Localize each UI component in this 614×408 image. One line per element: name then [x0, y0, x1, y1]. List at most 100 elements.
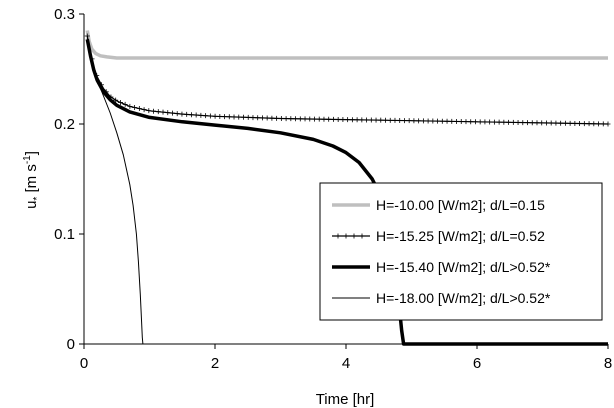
series-point	[335, 116, 341, 122]
legend-label: H=-15.40 [W/m2]; d/L>0.52*	[376, 259, 551, 275]
series-point	[255, 115, 261, 121]
series-point	[406, 118, 412, 124]
series-point	[430, 118, 436, 124]
series-point	[302, 116, 308, 122]
legend-item: H=-18.00 [W/m2]; d/L>0.52*	[332, 290, 551, 306]
series-point	[572, 120, 578, 126]
y-axis-label-suffix: ]	[23, 151, 40, 155]
series-point	[245, 114, 251, 120]
series-line	[86, 38, 144, 345]
axis-labels: Time [hr] u* [m s-1]	[22, 151, 374, 408]
series-point	[468, 119, 474, 125]
series-point	[146, 108, 152, 114]
series-point	[506, 119, 512, 125]
series-point	[387, 117, 393, 123]
y-tick-label: 0	[67, 336, 75, 353]
series-point	[525, 120, 531, 126]
series-point	[591, 121, 597, 127]
legend-item: H=-15.25 [W/m2]; d/L=0.52	[332, 228, 545, 244]
series-point	[151, 108, 157, 114]
series-point	[198, 112, 204, 118]
series-point	[444, 118, 450, 124]
series-point	[174, 111, 180, 117]
series-point	[203, 113, 209, 119]
legend-label: H=-15.25 [W/m2]; d/L=0.52	[376, 228, 545, 244]
y-axis-label-unit: [m s	[23, 164, 40, 197]
series-point	[274, 115, 280, 121]
series-point	[240, 114, 246, 120]
series-point	[236, 114, 242, 120]
series-point	[496, 119, 502, 125]
series-point	[534, 120, 540, 126]
series-point	[326, 116, 332, 122]
series-point	[425, 118, 431, 124]
series-point	[539, 120, 545, 126]
legend-label: H=-10.00 [W/m2]; d/L=0.15	[376, 197, 545, 213]
legend-marker	[343, 233, 349, 239]
series-point	[349, 117, 355, 123]
series-point	[477, 119, 483, 125]
series-point	[155, 109, 161, 115]
series-point	[169, 110, 175, 116]
series-point	[345, 117, 351, 123]
series-point	[222, 114, 228, 120]
series-point	[553, 120, 559, 126]
y-axis-label-subscript: *	[32, 197, 43, 201]
series-point	[165, 110, 171, 116]
series-point	[217, 113, 223, 119]
x-tick-label: 2	[211, 355, 219, 372]
series-point	[454, 118, 460, 124]
series-point	[383, 117, 389, 123]
series-layer	[84, 30, 611, 346]
series-point	[84, 33, 90, 39]
series-point	[188, 112, 194, 118]
axes: 0 0.1 0.2 0.3 0 2 4 6 8	[54, 6, 612, 372]
series-point	[278, 116, 284, 122]
series-point	[259, 115, 265, 121]
legend-item: H=-10.00 [W/m2]; d/L=0.15	[332, 197, 545, 213]
series-point	[439, 118, 445, 124]
series-point	[472, 119, 478, 125]
x-tick-label: 6	[473, 355, 481, 372]
y-tick-label: 0.3	[54, 6, 75, 23]
series-point	[577, 121, 583, 127]
series-point	[127, 103, 133, 109]
series-point	[501, 119, 507, 125]
series-point	[458, 119, 464, 125]
series-point	[354, 117, 360, 123]
series-point	[515, 119, 521, 125]
series-point	[136, 106, 142, 112]
series-point	[132, 104, 138, 110]
series-point	[605, 121, 611, 127]
series-point	[193, 112, 199, 118]
series-point	[283, 116, 289, 122]
series-point	[548, 120, 554, 126]
series-point	[184, 111, 190, 117]
series-point	[373, 117, 379, 123]
x-tick-label: 0	[80, 355, 88, 372]
series-point	[482, 119, 488, 125]
series-point	[449, 118, 455, 124]
series-point	[288, 116, 294, 122]
y-axis-label-exponent: -1	[22, 155, 33, 164]
series-point	[316, 116, 322, 122]
x-tick-label: 8	[604, 355, 612, 372]
series-point	[307, 116, 313, 122]
series-line	[85, 30, 608, 60]
series-point	[321, 116, 327, 122]
series-point	[340, 117, 346, 123]
series-point	[364, 117, 370, 123]
series-point	[231, 114, 237, 120]
series-point	[558, 120, 564, 126]
series-point	[543, 120, 549, 126]
series-point	[297, 116, 303, 122]
legend-marker	[351, 233, 357, 239]
series-point	[250, 115, 256, 121]
series-point	[401, 118, 407, 124]
series-point	[411, 118, 417, 124]
series-point	[510, 119, 516, 125]
series-1	[85, 30, 608, 60]
series-line	[85, 38, 608, 346]
series-point	[435, 118, 441, 124]
